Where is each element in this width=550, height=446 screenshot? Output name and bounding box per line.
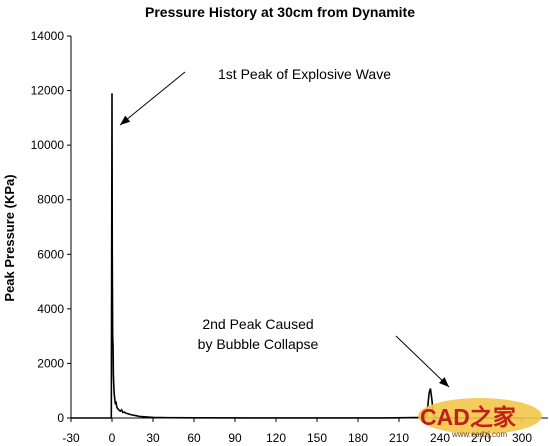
annotation-first-peak-arrow xyxy=(119,71,186,126)
y-tick-label: 4000 xyxy=(37,302,64,316)
x-tick-label: 180 xyxy=(348,431,368,445)
x-tick-label: 150 xyxy=(307,431,327,445)
annotation-first-peak-label: 1st Peak of Explosive Wave xyxy=(218,66,391,82)
x-tick-label: 300 xyxy=(512,431,532,445)
y-axis-ticks: 0 2000 4000 6000 8000 10000 12000 14000 xyxy=(31,29,71,425)
annotation-first-peak-arrowhead xyxy=(120,115,131,125)
y-tick-label: 12000 xyxy=(31,84,65,98)
annotation-second-peak-arrow xyxy=(395,335,450,388)
x-tick-label: 90 xyxy=(228,431,242,445)
watermark-text: CAD之家 xyxy=(420,404,516,430)
watermark-url: www.cadzj.com xyxy=(451,430,507,439)
x-tick-label: 120 xyxy=(266,431,286,445)
annotation-second-peak-line2: by Bubble Collapse xyxy=(198,336,319,352)
series-line-pressure xyxy=(71,93,522,419)
x-tick-label: 240 xyxy=(430,431,450,445)
annotation-second-peak-arrowhead xyxy=(439,377,449,387)
x-tick-label: 30 xyxy=(146,431,160,445)
watermark-logo: CAD之家 www.cadzj.com xyxy=(418,398,542,439)
chart-title: Pressure History at 30cm from Dynamite xyxy=(145,4,415,20)
x-tick-label: 60 xyxy=(187,431,201,445)
y-tick-label: 8000 xyxy=(37,193,64,207)
y-tick-label: 10000 xyxy=(31,138,65,152)
annotation-second-peak-line1: 2nd Peak Caused xyxy=(202,316,313,332)
y-tick-label: 6000 xyxy=(37,247,64,261)
x-tick-label: 210 xyxy=(389,431,409,445)
y-tick-label: 0 xyxy=(57,411,64,425)
y-tick-label: 14000 xyxy=(31,29,65,43)
watermark-badge xyxy=(418,398,542,434)
annotation-first-peak: 1st Peak of Explosive Wave xyxy=(119,66,391,126)
x-tick-label: 0 xyxy=(109,431,116,445)
x-tick-label: 270 xyxy=(471,431,491,445)
y-axis-label: Peak Pressure (KPa) xyxy=(2,174,17,301)
y-tick-label: 2000 xyxy=(37,356,64,370)
annotation-second-peak: 2nd Peak Caused by Bubble Collapse xyxy=(198,316,450,388)
x-tick-label: -30 xyxy=(62,431,80,445)
